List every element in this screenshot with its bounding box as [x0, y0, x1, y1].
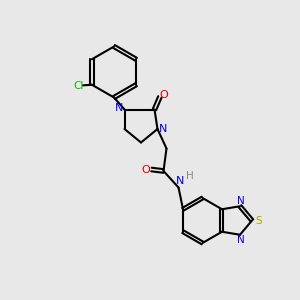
Text: N: N — [115, 103, 123, 113]
Text: H: H — [186, 171, 194, 181]
Text: N: N — [237, 196, 244, 206]
Text: O: O — [159, 89, 168, 100]
Text: N: N — [176, 176, 184, 186]
Text: N: N — [237, 235, 244, 245]
Text: Cl: Cl — [73, 81, 84, 91]
Text: S: S — [255, 215, 262, 226]
Text: O: O — [141, 164, 150, 175]
Text: N: N — [159, 124, 168, 134]
